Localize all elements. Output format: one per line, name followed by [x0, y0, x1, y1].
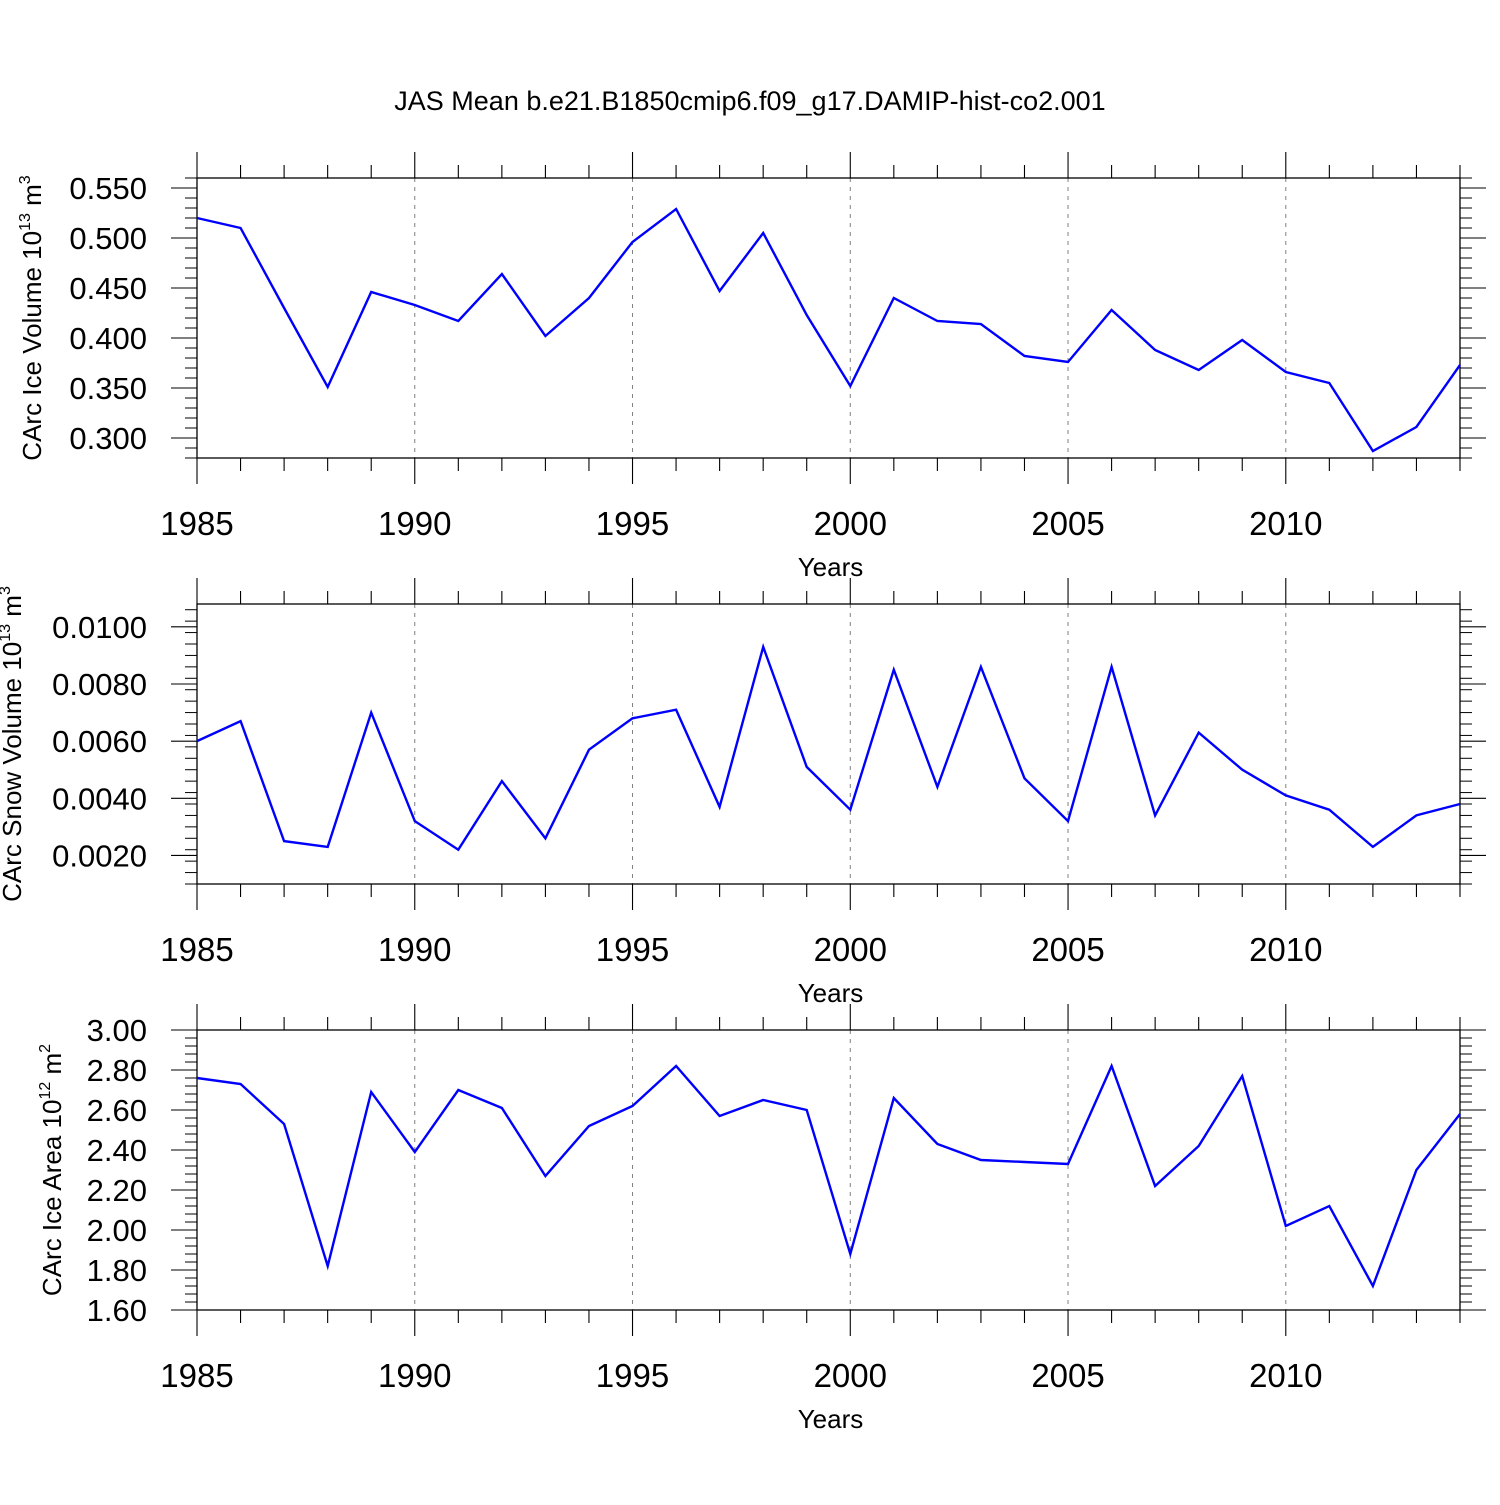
y-tick-label: 0.450	[69, 271, 147, 306]
y-tick-label: 0.0060	[52, 724, 147, 759]
x-axis-label: Years	[798, 1404, 864, 1434]
y-axis-label: CArc Ice Area 1012 m2	[37, 1044, 67, 1296]
y-axis-label-part: 13	[0, 624, 14, 642]
y-tick-label: 0.0080	[52, 667, 147, 702]
x-tick-label: 2005	[1031, 931, 1104, 968]
x-tick-label: 2005	[1031, 1357, 1104, 1394]
y-axis-label-part: m	[0, 595, 27, 624]
x-tick-label: 1990	[378, 1357, 451, 1394]
y-tick-label: 0.400	[69, 321, 147, 356]
x-tick-label: 2000	[814, 1357, 887, 1394]
y-tick-label: 0.550	[69, 171, 147, 206]
y-axis-label-part: 3	[17, 175, 34, 184]
y-axis-label-part: CArc Ice Volume 10	[17, 231, 47, 461]
x-tick-label: 1990	[378, 505, 451, 542]
y-tick-label: 2.00	[87, 1213, 147, 1248]
y-axis-label-part: m	[37, 1053, 67, 1082]
y-tick-label: 0.0040	[52, 781, 147, 816]
y-axis-label-part: 12	[37, 1082, 54, 1100]
series-line	[197, 647, 1460, 850]
y-axis-label-part: CArc Snow Volume 10	[0, 642, 27, 902]
chart-panel-1: 1985 1990 1995 2000 2005 2010 0.300 0.350 0.400 0…	[17, 152, 1486, 582]
y-tick-label: 1.80	[87, 1253, 147, 1288]
y-tick-label: 3.00	[87, 1013, 147, 1048]
y-axis-label-part: m	[17, 184, 47, 213]
figure-title: JAS Mean b.e21.B1850cmip6.f09_g17.DAMIP-…	[0, 86, 1500, 117]
x-tick-label: 1985	[160, 505, 233, 542]
y-tick-label: 1.60	[87, 1293, 147, 1328]
y-axis-label-part: 2	[37, 1044, 54, 1053]
x-tick-label: 2000	[814, 505, 887, 542]
x-axis-label: Years	[798, 552, 864, 582]
y-tick-label: 0.300	[69, 421, 147, 456]
chart-panel-2: 1985 1990 1995 2000 2005 2010 0.0020 0.0040 0.00…	[0, 578, 1486, 1008]
x-tick-label: 2010	[1249, 931, 1322, 968]
plot-frame	[197, 604, 1460, 884]
x-tick-label: 1990	[378, 931, 451, 968]
x-tick-label: 1985	[160, 1357, 233, 1394]
y-axis-label-part: 13	[17, 213, 34, 231]
y-axis-label-part: 3	[0, 586, 14, 595]
y-tick-label: 2.20	[87, 1173, 147, 1208]
x-tick-label: 1995	[596, 1357, 669, 1394]
y-tick-label: 2.60	[87, 1093, 147, 1128]
y-tick-label: 0.0100	[52, 610, 147, 645]
x-tick-label: 1995	[596, 505, 669, 542]
y-tick-label: 0.0020	[52, 838, 147, 873]
x-axis-label: Years	[798, 978, 864, 1008]
x-tick-label: 2000	[814, 931, 887, 968]
series-line	[197, 209, 1460, 451]
y-axis-label-part: CArc Ice Area 10	[37, 1100, 67, 1297]
y-axis-label: CArc Ice Volume 1013 m3	[17, 175, 47, 460]
y-axis-label: CArc Snow Volume 1013 m3	[0, 586, 27, 902]
y-tick-label: 2.40	[87, 1133, 147, 1168]
series-line	[197, 1066, 1460, 1286]
x-tick-label: 2010	[1249, 1357, 1322, 1394]
y-tick-label: 0.500	[69, 221, 147, 256]
y-tick-label: 0.350	[69, 371, 147, 406]
x-tick-label: 2005	[1031, 505, 1104, 542]
chart-panel-3: 1985 1990 1995 2000 2005 2010 1.60 1.80 2.00 2.20…	[37, 1004, 1486, 1434]
plot-frame	[197, 178, 1460, 458]
x-tick-label: 1985	[160, 931, 233, 968]
x-tick-label: 2010	[1249, 505, 1322, 542]
y-tick-label: 2.80	[87, 1053, 147, 1088]
x-tick-label: 1995	[596, 931, 669, 968]
